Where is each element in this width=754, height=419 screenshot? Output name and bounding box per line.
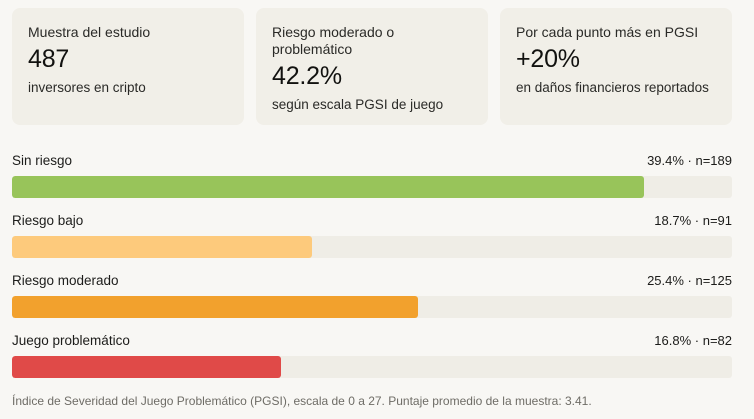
stat-sub: según escala PGSI de juego — [272, 97, 444, 112]
risk-bar-riesgo-moderado: Riesgo moderado 25.4% · n=125 — [12, 273, 732, 333]
stat-value: 42.2% — [272, 62, 342, 90]
risk-bar-track — [12, 356, 732, 378]
stat-sub: inversores en cripto — [28, 80, 146, 95]
stat-sub: en daños financieros reportados — [516, 80, 709, 95]
stat-card-harm: Por cada punto más en PGSI +20% en daños… — [500, 8, 732, 125]
stat-label: Por cada punto más en PGSI — [516, 24, 699, 40]
risk-bar-riesgo-bajo: Riesgo bajo 18.7% · n=91 — [12, 213, 732, 273]
risk-distribution: Sin riesgo 39.4% · n=189 Riesgo bajo 18.… — [12, 153, 732, 393]
stat-card-risk: Riesgo moderado o problemático 42.2% seg… — [256, 8, 488, 125]
risk-bar-fill — [12, 236, 313, 258]
risk-bar-stat: 25.4% · n=125 — [647, 273, 732, 288]
risk-bar-track — [12, 176, 732, 198]
stat-value: 487 — [28, 45, 70, 73]
risk-bar-fill — [12, 356, 282, 378]
stat-label: Riesgo moderado o problemático — [272, 24, 395, 57]
risk-bar-stat: 18.7% · n=91 — [654, 213, 732, 228]
footnote: Índice de Severidad del Juego Problemáti… — [12, 394, 592, 408]
stat-label: Muestra del estudio — [28, 24, 151, 40]
risk-bar-track — [12, 236, 732, 258]
risk-bar-label: Juego problemático — [12, 333, 130, 348]
risk-bar-label: Sin riesgo — [12, 153, 73, 168]
stats-row: Muestra del estudio 487 inversores en cr… — [12, 8, 732, 125]
risk-bar-juego-problematico: Juego problemático 16.8% · n=82 — [12, 333, 732, 393]
risk-bar-stat: 39.4% · n=189 — [647, 153, 732, 168]
stat-value: +20% — [516, 45, 580, 73]
risk-bar-sin-riesgo: Sin riesgo 39.4% · n=189 — [12, 153, 732, 213]
risk-bar-fill — [12, 176, 645, 198]
stat-card-sample: Muestra del estudio 487 inversores en cr… — [12, 8, 244, 125]
risk-bar-label: Riesgo moderado — [12, 273, 119, 288]
risk-bar-fill — [12, 296, 419, 318]
risk-bar-track — [12, 296, 732, 318]
risk-bar-label: Riesgo bajo — [12, 213, 84, 228]
risk-bar-stat: 16.8% · n=82 — [654, 333, 732, 348]
